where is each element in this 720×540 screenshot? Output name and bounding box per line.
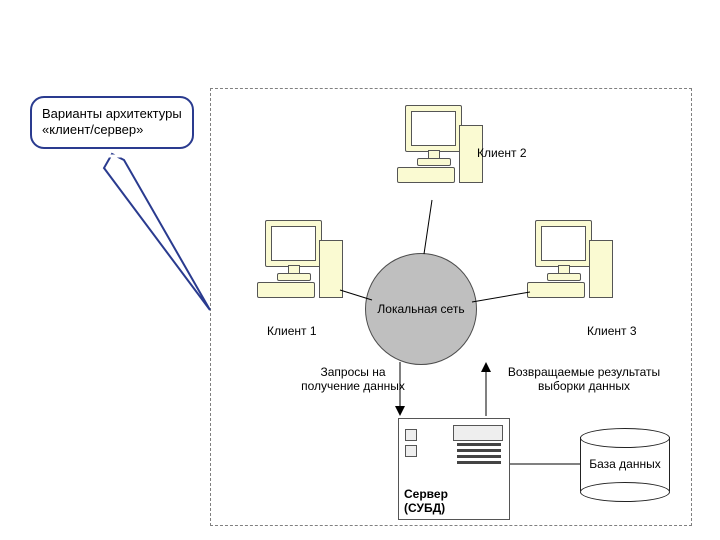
title-callout-text: Варианты архитектуры «клиент/сервер» [42, 106, 182, 137]
results-label: Возвращаемые результаты выборки данных [494, 366, 674, 394]
lan-hub: Локальная сеть [365, 253, 477, 365]
client3-pc [525, 220, 620, 315]
client2-pc [395, 105, 490, 200]
requests-label: Запросы на получение данных [288, 366, 418, 394]
lan-hub-label: Локальная сеть [377, 302, 464, 316]
client3-label: Клиент 3 [587, 325, 637, 339]
database-label: База данных [580, 458, 670, 472]
title-callout: Варианты архитектуры «клиент/сервер» [30, 96, 194, 149]
client1-pc [255, 220, 350, 315]
client2-label: Клиент 2 [477, 147, 527, 161]
server-label: Сервер (СУБД) [404, 488, 448, 516]
client1-label: Клиент 1 [267, 325, 317, 339]
